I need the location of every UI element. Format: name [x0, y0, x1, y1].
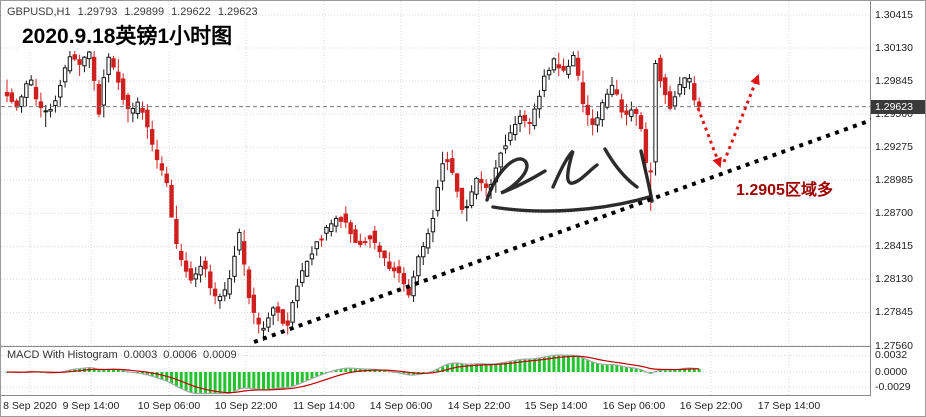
price-axis-label: 1.28415 — [875, 240, 913, 253]
price-axis-label: 1.27560 — [875, 339, 913, 352]
price-axis-label: 1.28700 — [875, 207, 913, 220]
ohlc-high: 1.29899 — [124, 6, 165, 18]
time-axis-label: 10 Sep 06:00 — [137, 400, 201, 412]
price-axis-label: 1.28985 — [875, 174, 913, 187]
macd-indicator-label: MACD With Histogram 0.0003 0.0006 0.0009 — [7, 349, 243, 361]
current-price-badge: 1.29623 — [871, 99, 925, 114]
time-axis-label: 9 Sep 14:00 — [62, 400, 120, 412]
macd-value-signal: 0.0009 — [202, 349, 237, 361]
chart-title: 2020.9.18英镑1小时图 — [17, 23, 238, 52]
time-axis-label: 8 Sep 2020 — [3, 400, 57, 412]
time-axis-label: 14 Sep 06:00 — [369, 400, 433, 412]
symbol-ohlc-line: GBPUSD,H1 1.29793 1.29899 1.29622 1.29623 — [7, 6, 265, 18]
time-axis-label: 16 Sep 22:00 — [679, 400, 743, 412]
price-axis-label: 1.30130 — [875, 42, 913, 55]
time-axis-label: 11 Sep 14:00 — [293, 400, 355, 412]
macd-name: MACD With Histogram — [7, 349, 118, 361]
price-axis-label: 1.29275 — [875, 141, 913, 154]
signature-watermark — [485, 147, 654, 213]
ohlc-close: 1.29623 — [217, 6, 258, 18]
time-axis-label: 15 Sep 14:00 — [524, 400, 588, 412]
price-axis-label: 1.27845 — [875, 306, 913, 319]
price-axis-label: 1.28130 — [875, 273, 913, 286]
time-axis-label: 14 Sep 22:00 — [447, 400, 511, 412]
price-axis-label: 1.30415 — [875, 9, 913, 21]
macd-value-main: 0.0006 — [163, 349, 197, 361]
time-axis[interactable]: 8 Sep 2020 9 Sep 14:00 10 Sep 06:00 10 Sep … — [1, 396, 925, 416]
symbol-timeframe: GBPUSD,H1 — [7, 6, 71, 18]
ohlc-open: 1.29793 — [77, 6, 118, 18]
macd-axis-label: -0.0029 — [875, 381, 911, 394]
macd-axis-label: 0.0032 — [875, 349, 908, 362]
price-axis-label: 1.29845 — [875, 75, 913, 88]
price-axis[interactable]: 1.30415 1.30130 1.29845 1.29560 1.29275 1.289… — [871, 1, 925, 396]
macd-value-histogram: 0.0003 — [123, 349, 158, 361]
time-axis-label: 10 Sep 22:00 — [214, 400, 278, 412]
macd-axis-label: 0.0000 — [875, 366, 908, 378]
trade-zone-annotation: 1.2905区域多 — [736, 182, 833, 199]
ohlc-low: 1.29622 — [171, 6, 211, 18]
time-axis-label: 16 Sep 06:00 — [602, 400, 666, 412]
time-axis-label: 17 Sep 14:00 — [757, 400, 821, 412]
